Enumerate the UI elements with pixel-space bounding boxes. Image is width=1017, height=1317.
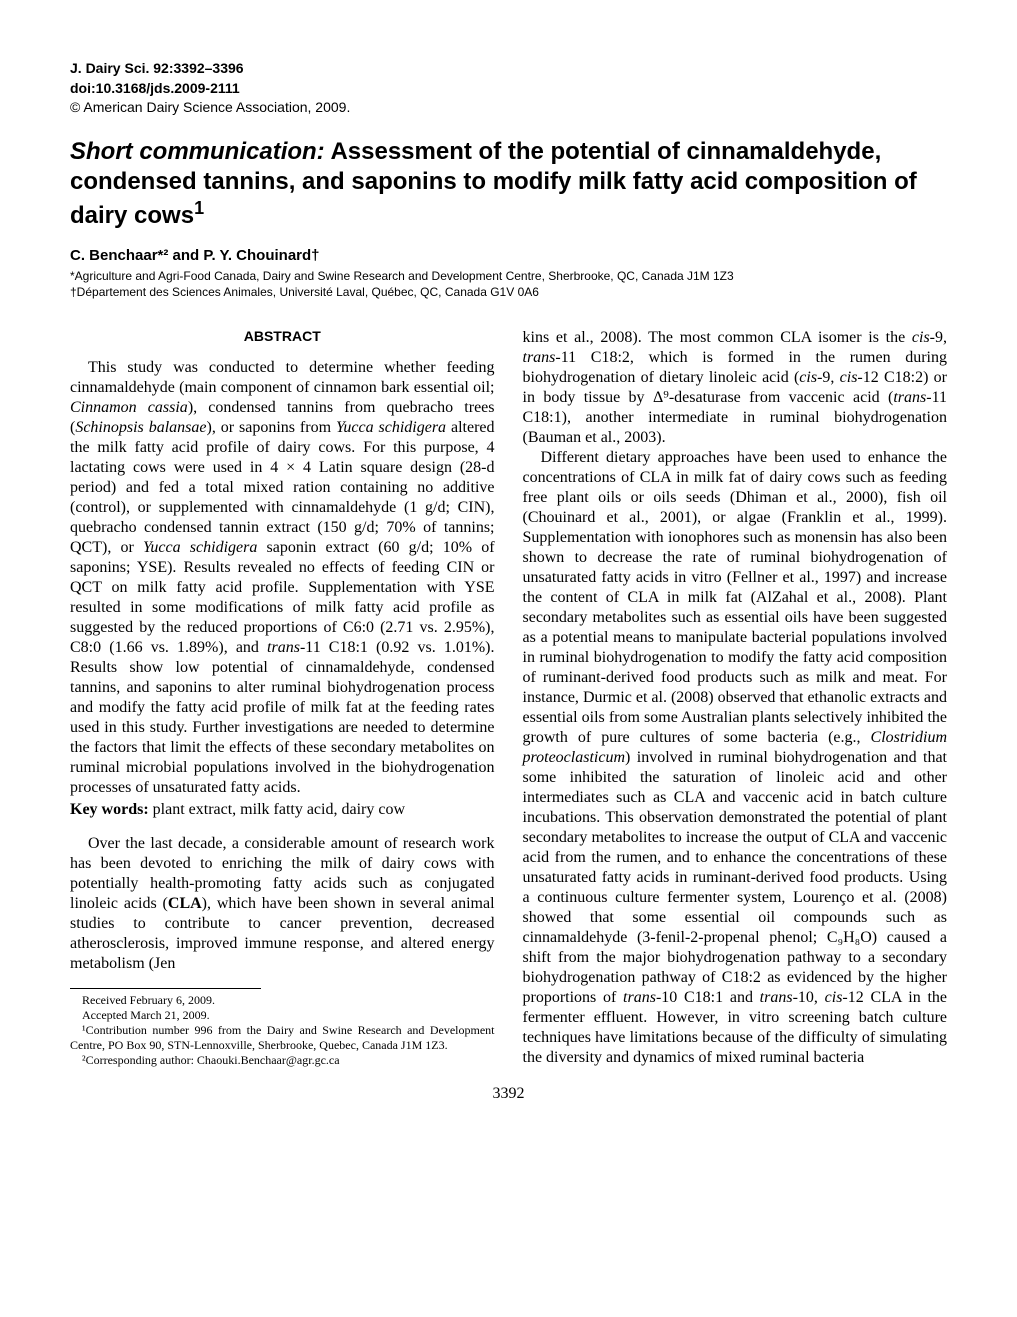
article-title: Short communication: Assessment of the p… — [70, 137, 947, 231]
c2p2d: -10, — [793, 989, 825, 1006]
affiliations: *Agriculture and Agri-Food Canada, Dairy… — [70, 269, 947, 300]
c2p2c: -10 C18:1 and — [656, 989, 760, 1006]
c2p1it4: cis — [840, 369, 858, 386]
footnote-accepted: Accepted March 21, 2009. — [70, 1008, 495, 1023]
authors: C. Benchaar*² and P. Y. Chouinard† — [70, 247, 947, 266]
body-columns: ABSTRACT This study was conducted to det… — [70, 328, 947, 1068]
c2p1it2: trans — [523, 349, 556, 366]
abstract-italic-5: trans — [267, 639, 300, 656]
col2-paragraph-1: kins et al., 2008). The most common CLA … — [523, 328, 948, 448]
footnote-contribution: ¹Contribution number 996 from the Dairy … — [70, 1023, 495, 1053]
keywords-text: plant extract, milk fatty acid, dairy co… — [149, 801, 405, 818]
c2p1it3: cis — [799, 369, 817, 386]
footnote-received: Received February 6, 2009. — [70, 993, 495, 1008]
abstract-frag-3: ), or saponins from — [206, 419, 335, 436]
footnotes-separator — [70, 988, 261, 989]
c2p1d: -9, — [817, 369, 840, 386]
abstract-italic-4: Yucca schidigera — [143, 539, 257, 556]
footnote-corresponding: ²Corresponding author: Chaouki.Benchaar@… — [70, 1053, 495, 1068]
keywords: Key words: plant extract, milk fatty aci… — [70, 800, 495, 820]
title-footnote-ref: 1 — [194, 198, 204, 218]
c2p1b: -9, — [930, 329, 947, 346]
affiliation-1: *Agriculture and Agri-Food Canada, Dairy… — [70, 269, 947, 285]
journal-info: J. Dairy Sci. 92:3392–3396 — [70, 60, 947, 78]
abstract-italic-3: Yucca schidigera — [336, 419, 446, 436]
c2p2it3: trans — [760, 989, 793, 1006]
abstract-heading: ABSTRACT — [70, 328, 495, 346]
intro-p1b: CLA — [168, 895, 202, 912]
c2p1it1: cis — [912, 329, 930, 346]
keywords-label: Key words: — [70, 801, 149, 818]
c2p2it4: cis — [825, 989, 843, 1006]
copyright: © American Dairy Science Association, 20… — [70, 99, 947, 117]
c2p2b: ) involved in ruminal biohydrogenation a… — [523, 749, 948, 1006]
page-number: 3392 — [70, 1084, 947, 1104]
title-prefix: Short communication: — [70, 138, 325, 165]
c2p2a: Different dietary approaches have been u… — [523, 449, 948, 746]
doi: doi:10.3168/jds.2009-2111 — [70, 80, 947, 98]
c2p1a: kins et al., 2008). The most common CLA … — [523, 329, 912, 346]
abstract-frag-1: This study was conducted to determine wh… — [70, 359, 495, 396]
affiliation-2: †Département des Sciences Animales, Univ… — [70, 285, 947, 301]
c2p2it2: trans — [623, 989, 656, 1006]
col2-paragraph-2: Different dietary approaches have been u… — [523, 448, 948, 1068]
c2p1it5: trans — [893, 389, 926, 406]
abstract-italic-1: Cinnamon cassia — [70, 399, 188, 416]
abstract-body: This study was conducted to determine wh… — [70, 358, 495, 798]
abstract-frag-4: altered the milk fatty acid profile of d… — [70, 419, 495, 556]
intro-paragraph-1: Over the last decade, a considerable amo… — [70, 834, 495, 974]
abstract-frag-6: -11 C18:1 (0.92 vs. 1.01%). Results show… — [70, 639, 495, 796]
abstract-italic-2: Schinopsis balansae — [75, 419, 206, 436]
